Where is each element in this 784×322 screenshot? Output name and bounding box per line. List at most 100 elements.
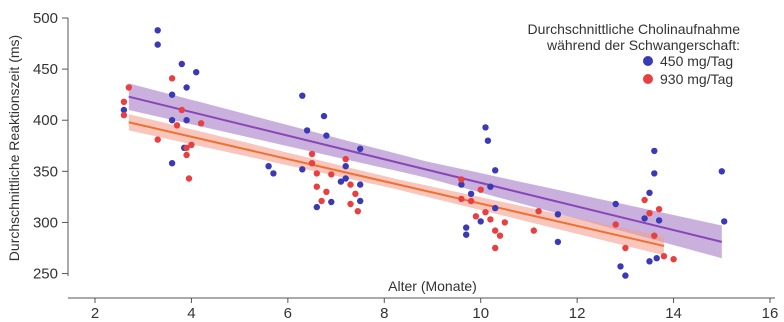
y-tick-label: 250 <box>33 266 58 283</box>
trend-line-series-2 <box>128 121 665 247</box>
x-tick-label: 8 <box>380 305 388 322</box>
data-point-series-1 <box>299 166 306 173</box>
data-point-series-1 <box>193 69 200 76</box>
data-point-series-2 <box>125 84 132 91</box>
data-point-series-2 <box>670 256 677 263</box>
data-point-series-2 <box>458 176 465 183</box>
data-point-series-2 <box>185 175 193 182</box>
x-tick-label: 12 <box>569 305 586 322</box>
data-point-series-2 <box>612 221 619 228</box>
data-point-series-1 <box>357 145 364 152</box>
data-point-series-2 <box>354 208 361 215</box>
data-point-series-2 <box>197 120 205 127</box>
data-point-series-2 <box>496 232 504 239</box>
data-point-series-1 <box>183 84 190 91</box>
data-point-series-2 <box>328 171 335 178</box>
data-point-series-2 <box>651 232 658 239</box>
trend-line-series-1 <box>128 95 723 243</box>
legend-title-line-1: Durchschnittliche Cholinaufnahme <box>528 21 741 37</box>
data-point-series-2 <box>477 186 484 193</box>
data-point-series-2 <box>308 160 316 167</box>
legend-marker-series-1 <box>643 56 653 66</box>
data-point-series-1 <box>617 263 624 270</box>
confidence-band-series-1 <box>128 83 722 259</box>
x-tick-label: 2 <box>91 305 99 322</box>
data-point-series-1 <box>492 167 499 174</box>
data-point-series-2 <box>347 181 354 188</box>
data-point-series-1 <box>646 189 653 196</box>
data-point-series-1 <box>554 238 562 246</box>
data-point-series-2 <box>641 196 648 204</box>
data-point-series-1 <box>323 132 330 139</box>
legend-title-line-2: während der Schwangerschaft: <box>546 37 740 53</box>
legend-label-series-2: 930 mg/Tag <box>660 71 733 87</box>
data-points <box>120 27 728 279</box>
x-tick-label: 10 <box>472 305 489 322</box>
y-tick-label: 400 <box>33 112 58 129</box>
data-point-series-2 <box>472 213 480 220</box>
data-point-series-1 <box>655 217 663 224</box>
legend-label-series-1: 450 mg/Tag <box>660 53 733 69</box>
data-point-series-2 <box>535 208 542 215</box>
data-point-series-1 <box>337 178 345 185</box>
data-point-series-2 <box>347 200 354 208</box>
data-point-series-2 <box>183 151 190 159</box>
y-tick-label: 350 <box>33 163 58 180</box>
data-point-series-1 <box>612 200 619 208</box>
legend: Durchschnittliche Cholinaufnahme während… <box>528 21 741 87</box>
data-point-series-1 <box>357 197 364 205</box>
data-point-series-2 <box>482 209 489 216</box>
y-tick-label: 500 <box>33 10 58 27</box>
data-point-series-1 <box>270 170 277 177</box>
data-point-series-2 <box>323 188 330 195</box>
axes: 250 300 350 400 450 500 2 4 6 8 10 12 14 16 <box>33 10 778 322</box>
data-point-series-1 <box>622 272 629 279</box>
data-point-series-2 <box>458 195 465 203</box>
data-point-series-2 <box>120 98 128 106</box>
trend-lines <box>128 95 723 247</box>
data-point-series-1 <box>463 231 470 238</box>
data-point-series-2 <box>492 244 499 252</box>
data-point-series-2 <box>120 111 128 119</box>
data-point-series-1 <box>477 218 484 225</box>
data-point-series-2 <box>188 141 195 148</box>
data-point-series-1 <box>299 92 306 99</box>
data-point-series-1 <box>651 147 658 155</box>
data-point-series-1 <box>641 215 648 222</box>
data-point-series-1 <box>342 163 349 170</box>
data-point-series-2 <box>487 216 494 223</box>
data-point-series-2 <box>622 244 629 252</box>
data-point-series-1 <box>154 27 161 34</box>
data-point-series-1 <box>554 211 562 218</box>
data-point-series-1 <box>168 160 176 167</box>
data-point-series-2 <box>660 253 668 260</box>
data-point-series-2 <box>655 206 663 213</box>
data-point-series-1 <box>303 127 311 134</box>
data-point-series-1 <box>482 124 489 131</box>
data-point-series-1 <box>183 117 190 124</box>
data-point-series-1 <box>342 175 349 182</box>
data-point-series-2 <box>352 190 359 197</box>
data-point-series-2 <box>501 219 508 226</box>
data-point-series-2 <box>530 227 537 234</box>
data-point-series-1 <box>492 204 499 212</box>
data-point-series-2 <box>313 170 320 177</box>
data-point-series-1 <box>313 203 320 211</box>
data-point-series-2 <box>178 106 185 114</box>
data-point-series-1 <box>154 41 161 48</box>
data-point-series-1 <box>357 181 364 188</box>
y-tick-label: 450 <box>33 61 58 78</box>
data-point-series-1 <box>646 258 653 265</box>
data-point-series-2 <box>173 122 181 129</box>
x-tick-label: 16 <box>762 305 779 322</box>
data-point-series-2 <box>168 75 176 82</box>
confidence-bands <box>128 83 722 259</box>
data-point-series-1 <box>265 163 272 170</box>
data-point-series-2 <box>313 183 320 190</box>
x-tick-label: 6 <box>284 305 292 322</box>
legend-items: 450 mg/Tag 930 mg/Tag <box>643 53 733 87</box>
data-point-series-2 <box>492 227 499 234</box>
y-axis-label: Durchschnittliche Reaktionszeit (ms) <box>6 35 22 261</box>
data-point-series-1 <box>651 170 658 177</box>
